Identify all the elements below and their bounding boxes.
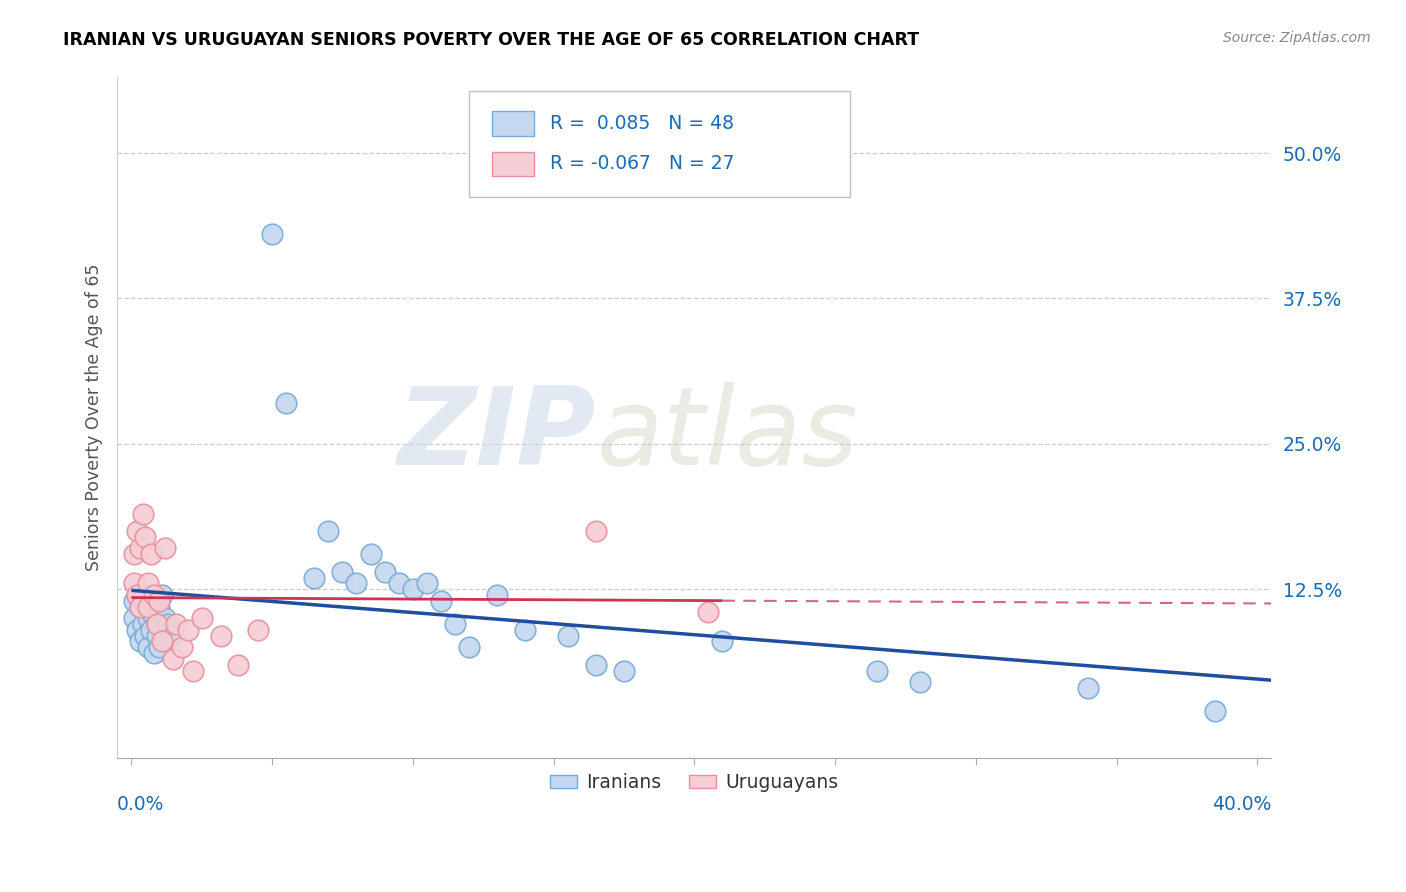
Point [360,547,382,561]
Point [374,565,396,579]
Point [139,606,162,620]
Point [128,599,150,614]
Legend: Iranians, Uruguayans: Iranians, Uruguayans [543,765,845,799]
Point [148,594,170,608]
Point [131,617,153,632]
Point [125,623,148,637]
Point [585,524,607,538]
Text: ZIP: ZIP [398,382,596,488]
Point [585,657,607,672]
Point [260,227,283,242]
Point [697,606,720,620]
Point [134,588,156,602]
Text: 40.0%: 40.0% [1212,795,1271,814]
Point [122,547,145,561]
Point [908,675,931,690]
Point [711,634,734,648]
Point [162,652,184,666]
Point [318,524,340,538]
Point [128,634,150,648]
Point [304,570,326,584]
Point [134,530,156,544]
Point [153,541,176,556]
Point [557,629,579,643]
Point [416,576,439,591]
Text: 0.0%: 0.0% [117,795,165,814]
FancyBboxPatch shape [492,112,534,136]
Point [125,588,148,602]
Point [128,599,150,614]
Point [458,640,481,655]
Point [226,657,249,672]
Text: IRANIAN VS URUGUAYAN SENIORS POVERTY OVER THE AGE OF 65 CORRELATION CHART: IRANIAN VS URUGUAYAN SENIORS POVERTY OVE… [63,31,920,49]
Point [122,594,145,608]
FancyBboxPatch shape [470,91,851,196]
Point [402,582,425,596]
Point [209,629,232,643]
Point [131,594,153,608]
Point [131,507,153,521]
Text: R =  0.085   N = 48: R = 0.085 N = 48 [550,114,734,133]
Point [136,599,159,614]
Point [190,611,212,625]
Point [613,664,636,678]
Point [122,611,145,625]
Point [170,640,193,655]
Text: Source: ZipAtlas.com: Source: ZipAtlas.com [1223,31,1371,45]
Point [486,588,509,602]
Point [866,664,889,678]
Point [274,396,297,410]
Point [139,547,162,561]
Point [165,617,187,632]
Point [156,617,179,632]
Point [122,576,145,591]
Point [388,576,411,591]
Text: R = -0.067   N = 27: R = -0.067 N = 27 [550,154,734,173]
Point [159,629,181,643]
Point [150,588,173,602]
Point [1077,681,1099,695]
Point [148,599,170,614]
Point [128,541,150,556]
Point [332,565,354,579]
Point [134,629,156,643]
Point [246,623,269,637]
Point [145,617,167,632]
Point [515,623,537,637]
Point [142,588,165,602]
Point [142,594,165,608]
Point [145,617,167,632]
Point [125,524,148,538]
Text: atlas: atlas [596,382,858,487]
Point [142,646,165,660]
Point [136,611,159,625]
Y-axis label: Seniors Poverty Over the Age of 65: Seniors Poverty Over the Age of 65 [86,264,103,572]
FancyBboxPatch shape [492,152,534,176]
Point [181,664,204,678]
Point [136,576,159,591]
Point [148,640,170,655]
Point [150,634,173,648]
Point [125,588,148,602]
Point [346,576,368,591]
Point [136,640,159,655]
Point [139,623,162,637]
Point [153,611,176,625]
Point [176,623,198,637]
Point [145,629,167,643]
Point [444,617,467,632]
Point [1204,704,1226,718]
Point [430,594,453,608]
